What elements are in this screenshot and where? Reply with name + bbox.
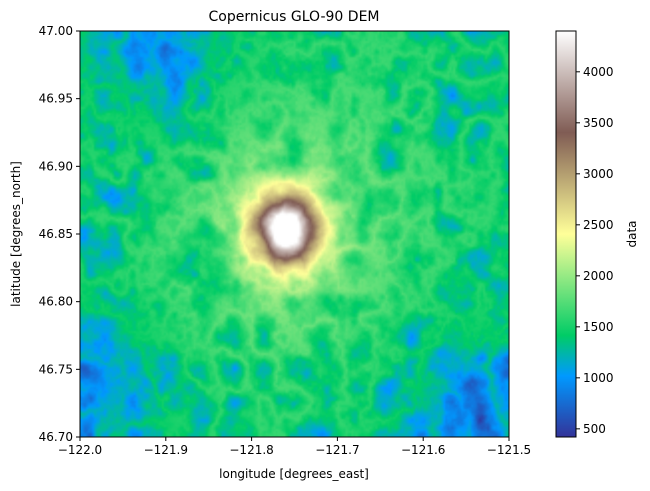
y-tick-label: 46.90 bbox=[39, 159, 73, 173]
plot-area bbox=[79, 30, 510, 438]
colorbar-tick-label: 500 bbox=[583, 422, 606, 436]
y-tick-label: 46.70 bbox=[39, 430, 73, 444]
dem-heatmap bbox=[80, 31, 509, 437]
x-tick-label: −121.9 bbox=[144, 443, 188, 457]
colorbar-gradient bbox=[555, 30, 577, 438]
y-axis: 46.70 46.75 46.80 46.85 46.90 46.95 47.00 bbox=[39, 24, 80, 444]
colorbar-tick-label: 3000 bbox=[583, 167, 614, 181]
x-tick-label: −121.7 bbox=[315, 443, 359, 457]
colorbar-tick-label: 1000 bbox=[583, 371, 614, 385]
colorbar-ticks: 500 1000 1500 2000 2500 3000 3500 4000 bbox=[576, 65, 614, 436]
x-tick-label: −121.8 bbox=[229, 443, 273, 457]
chart-title: Copernicus GLO-90 DEM bbox=[208, 9, 379, 25]
y-tick-label: 47.00 bbox=[39, 24, 73, 38]
y-tick-label: 46.80 bbox=[39, 295, 73, 309]
y-tick-label: 46.75 bbox=[39, 362, 73, 376]
colorbar-tick-label: 4000 bbox=[583, 65, 614, 79]
y-tick-label: 46.95 bbox=[39, 92, 73, 106]
y-tick-label: 46.85 bbox=[39, 227, 73, 241]
colorbar-tick-label: 1500 bbox=[583, 320, 614, 334]
x-tick-label: −121.6 bbox=[401, 443, 445, 457]
y-axis-label: latitude [degrees_north] bbox=[9, 161, 23, 307]
x-tick-label: −122.0 bbox=[58, 443, 102, 457]
x-axis-label: longitude [degrees_east] bbox=[219, 467, 369, 481]
colorbar: 500 1000 1500 2000 2500 3000 3500 4000 data bbox=[555, 30, 639, 438]
x-tick-label: −121.5 bbox=[487, 443, 531, 457]
x-axis: −122.0 −121.9 −121.8 −121.7 −121.6 −121.5 bbox=[58, 437, 531, 457]
colorbar-tick-label: 2000 bbox=[583, 269, 614, 283]
colorbar-tick-label: 2500 bbox=[583, 218, 614, 232]
colorbar-label: data bbox=[625, 220, 639, 247]
colorbar-tick-label: 3500 bbox=[583, 116, 614, 130]
